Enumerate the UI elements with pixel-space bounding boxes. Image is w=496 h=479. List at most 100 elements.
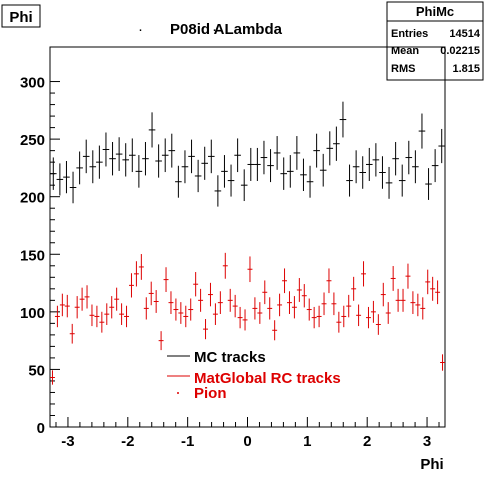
data-point <box>319 153 327 187</box>
data-point <box>282 268 287 294</box>
data-point <box>375 314 381 335</box>
data-point <box>420 297 426 320</box>
title-dot: · <box>138 21 143 38</box>
data-point <box>400 288 406 312</box>
data-point <box>102 132 110 167</box>
data-point <box>257 302 263 324</box>
data-point <box>181 150 189 184</box>
data-point <box>94 305 100 328</box>
data-point <box>306 298 312 321</box>
data-point <box>301 284 307 308</box>
legend-label-rc: MatGlobal RC tracks <box>194 370 341 387</box>
data-point <box>280 157 287 190</box>
data-point <box>163 267 169 292</box>
data-point <box>148 281 154 306</box>
data-point <box>252 297 258 320</box>
data-point <box>352 150 360 184</box>
data-point <box>398 164 406 197</box>
data-point <box>148 112 156 148</box>
data-point <box>287 155 294 188</box>
data-point <box>133 261 139 287</box>
data-point <box>293 136 301 170</box>
data-point <box>89 150 97 184</box>
data-point <box>273 136 281 170</box>
x-tick-label: 3 <box>423 433 431 450</box>
x-tick-label: -1 <box>181 433 194 450</box>
data-point <box>366 306 371 329</box>
data-point <box>208 139 215 174</box>
data-point <box>380 282 386 307</box>
data-point <box>438 128 445 164</box>
x-tick-label: 2 <box>363 433 371 450</box>
data-point <box>183 305 189 328</box>
data-point <box>193 272 199 297</box>
chart-title: P08id ALambda <box>170 21 283 38</box>
data-point <box>119 303 125 325</box>
data-point <box>104 303 110 325</box>
stats-frame <box>386 1 484 81</box>
data-point <box>260 140 268 175</box>
data-point <box>69 323 75 344</box>
data-point <box>59 293 65 317</box>
y-tick-label: 0 <box>37 420 45 437</box>
data-point <box>412 150 419 184</box>
data-point <box>341 305 347 328</box>
stats-value: 0.02215 <box>440 45 480 57</box>
stats-name: PhiMc <box>416 4 454 19</box>
data-point <box>277 293 283 317</box>
data-point <box>234 138 241 173</box>
data-point <box>359 156 366 189</box>
data-point <box>262 280 268 305</box>
data-point <box>96 145 103 179</box>
stats-value: 14514 <box>449 28 480 40</box>
data-point <box>392 141 399 176</box>
data-point <box>173 298 179 321</box>
x-tick-label: 0 <box>243 433 251 450</box>
data-point <box>188 298 194 321</box>
data-point <box>313 133 320 168</box>
data-point <box>296 278 302 302</box>
data-point <box>122 143 129 177</box>
data-point <box>410 291 416 315</box>
data-point <box>129 138 136 173</box>
data-point <box>395 288 401 312</box>
data-point <box>431 149 439 183</box>
data-point <box>115 137 123 171</box>
data-point <box>247 256 253 283</box>
data-point <box>267 297 273 320</box>
data-point <box>405 140 413 175</box>
data-point <box>227 164 235 197</box>
data-point <box>212 303 218 325</box>
x-tick-label: -2 <box>121 433 134 450</box>
legend-label-pion: Pion <box>194 385 227 402</box>
data-point <box>379 156 386 189</box>
data-point <box>390 266 396 291</box>
data-point <box>326 268 332 294</box>
data-point <box>155 144 162 178</box>
data-point <box>89 304 95 327</box>
y-tick-label: 100 <box>20 305 45 322</box>
data-point <box>287 291 292 315</box>
data-point <box>385 166 393 199</box>
data-point <box>372 143 380 177</box>
data-point <box>74 296 80 319</box>
data-point <box>50 157 57 190</box>
data-point <box>430 276 436 301</box>
data-point <box>227 288 233 312</box>
data-point <box>114 287 120 311</box>
data-point <box>69 171 77 204</box>
stats-box: PhiMc Entries 14514 Mean 0.02215 RMS 1.8… <box>386 1 484 81</box>
data-point <box>331 292 337 316</box>
x-tick-label: -3 <box>61 433 74 450</box>
x-tick-label: 1 <box>303 433 311 450</box>
stats-value: 1.815 <box>452 63 480 75</box>
data-point <box>214 175 222 207</box>
data-point <box>366 147 373 181</box>
legend-label-mc: MC tracks <box>194 349 266 366</box>
data-point <box>84 285 90 309</box>
data-point <box>232 294 238 318</box>
data-point <box>425 168 432 200</box>
data-point <box>361 261 366 287</box>
data-point <box>316 305 322 328</box>
